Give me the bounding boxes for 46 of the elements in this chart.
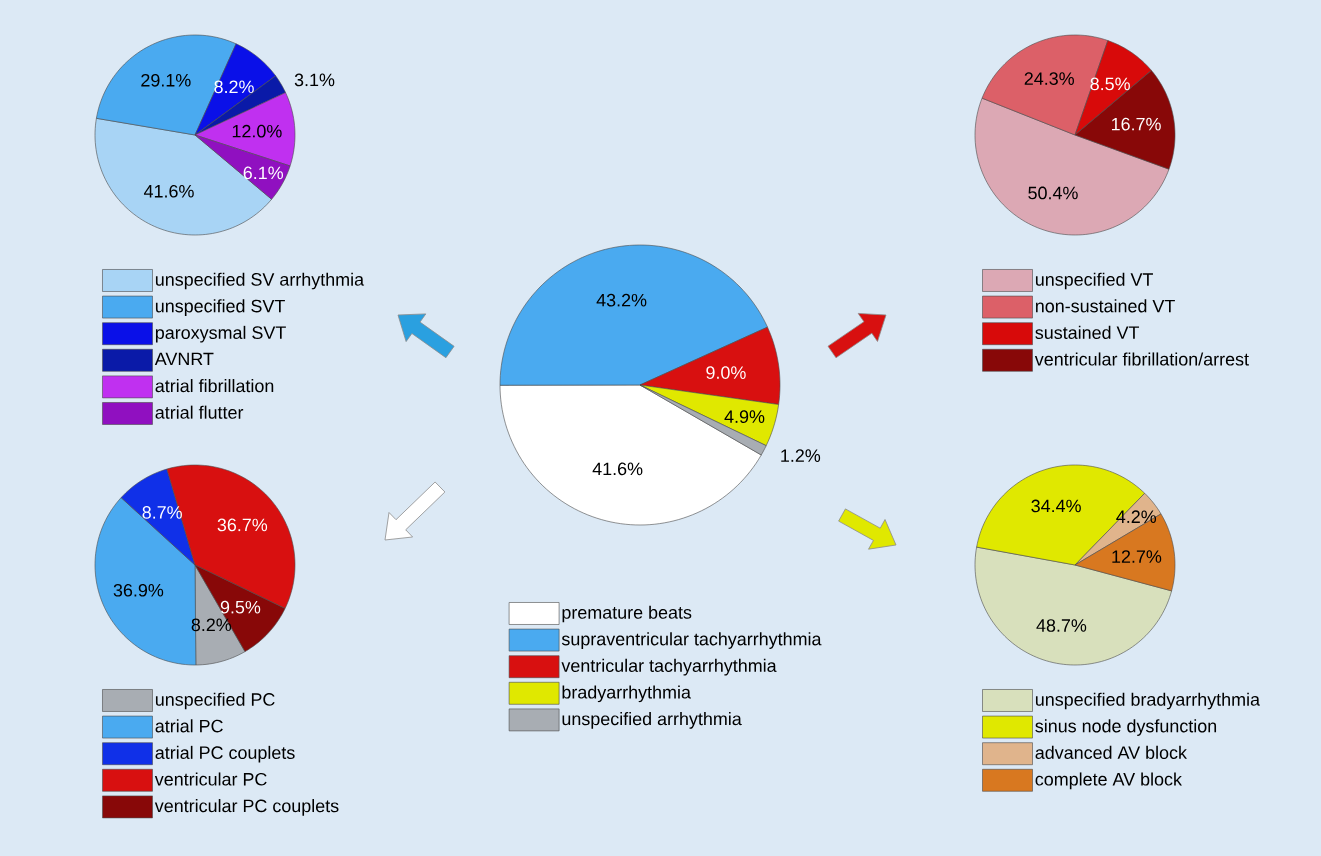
legend-label: atrial flutter xyxy=(155,405,244,419)
data-label: 24.3% xyxy=(1024,72,1074,85)
legend-label: sustained VT xyxy=(1035,325,1140,340)
data-label: 8.2% xyxy=(214,80,254,94)
data-label: 9.5% xyxy=(220,600,261,614)
legend-label: atrial PC xyxy=(155,719,223,733)
data-label: 3.1% xyxy=(294,73,335,87)
legend-label: paroxysmal SVT xyxy=(155,325,286,343)
data-label: 4.9% xyxy=(724,410,765,423)
legend-label: supraventricular tachyarrhythmia xyxy=(561,632,822,649)
legend-label: sinus node dysfunction xyxy=(1035,719,1217,736)
data-label: 41.6% xyxy=(592,462,643,476)
data-label: 16.7% xyxy=(1111,117,1161,131)
legend-label: advanced AV block xyxy=(1035,745,1187,760)
data-label: 8.5% xyxy=(1090,77,1130,91)
legend-label: bradyarrhythmia xyxy=(562,685,691,703)
legend-label: unspecified bradyarrhythmia xyxy=(1035,692,1261,710)
legend-label: complete AV block xyxy=(1035,772,1182,790)
data-label: 29.1% xyxy=(141,73,191,87)
legend-label: AVNRT xyxy=(154,352,214,366)
legend-label: ventricular PC couplets xyxy=(154,799,339,816)
legend-label: premature beats xyxy=(562,605,692,623)
data-label: 43.2% xyxy=(596,293,647,307)
legend-label: non-sustained VT xyxy=(1035,299,1175,313)
data-label: 1.2% xyxy=(781,449,821,462)
data-label: 8.2% xyxy=(191,618,232,632)
legend-label: unspecified PC xyxy=(155,692,275,710)
legend-label: unspecified SVT xyxy=(155,299,285,316)
data-label: 9.0% xyxy=(706,366,746,379)
data-label: 34.4% xyxy=(1031,499,1081,513)
legend-label: atrial fibrillation xyxy=(155,379,274,393)
legend-label: ventricular tachyarrhythmia xyxy=(561,658,777,676)
data-label: 36.7% xyxy=(217,518,268,532)
legend-label: unspecified SV arrhythmia xyxy=(155,272,365,290)
legend-label: unspecified arrhythmia xyxy=(562,712,742,729)
data-label: 50.4% xyxy=(1028,186,1078,200)
data-label: 12.0% xyxy=(232,124,282,138)
data-label: 36.9% xyxy=(113,583,164,597)
legend-label: unspecified VT xyxy=(1035,272,1153,290)
legend-label: ventricular PC xyxy=(154,772,267,786)
legend-label: atrial PC couplets xyxy=(155,745,295,763)
data-label: 41.6% xyxy=(143,184,194,198)
data-label: 48.7% xyxy=(1036,619,1087,632)
legend-label: ventricular fibrillation/arrest xyxy=(1034,352,1249,366)
data-label: 12.7% xyxy=(1112,550,1162,563)
data-label: 6.1% xyxy=(243,166,283,180)
